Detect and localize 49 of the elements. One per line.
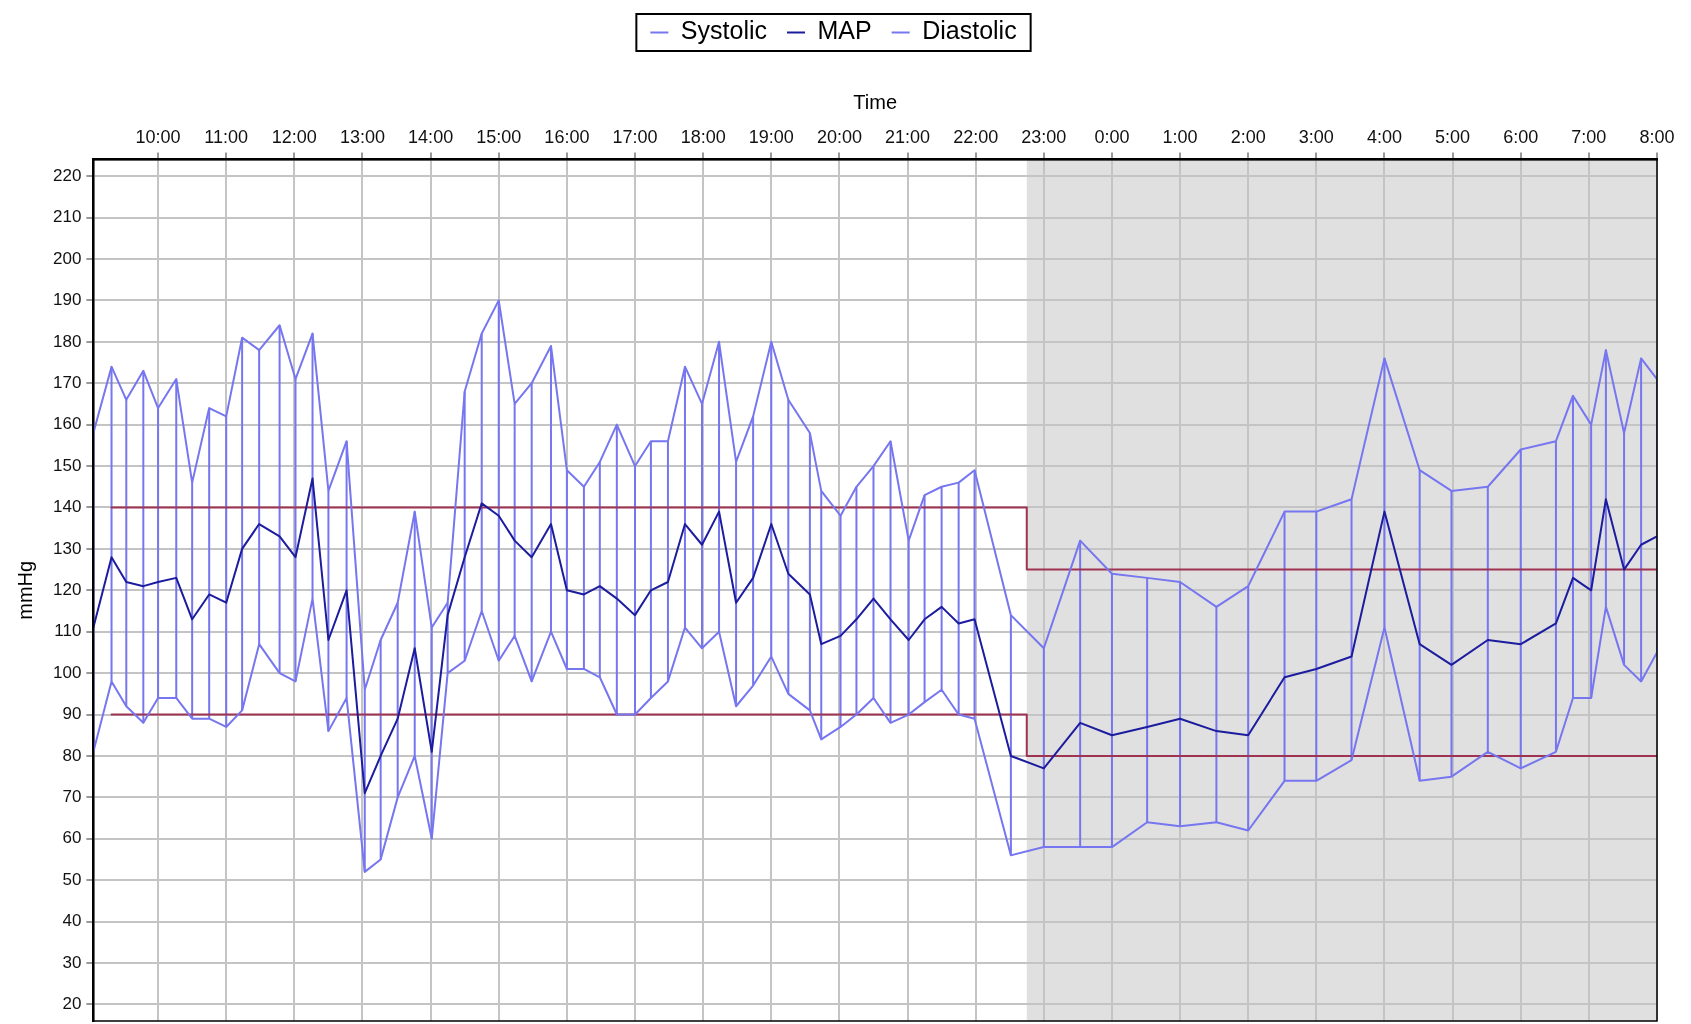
x-tick-label: 17:00 — [612, 126, 658, 147]
y-tick-label: 110 — [54, 621, 82, 641]
legend-label: MAP — [817, 16, 872, 45]
x-tick-label: 12:00 — [271, 126, 317, 147]
x-tick-label: 19:00 — [748, 126, 794, 147]
y-tick-label: 120 — [52, 579, 82, 599]
x-tick-label: 2:00 — [1230, 126, 1266, 147]
x-tick-label: 7:00 — [1571, 126, 1607, 147]
y-tick-label: 70 — [62, 787, 82, 807]
y-tick-label: 180 — [52, 331, 82, 351]
y-tick-label: 40 — [62, 911, 82, 931]
x-tick-label: 14:00 — [408, 126, 454, 147]
y-tick-label: 130 — [52, 538, 82, 558]
legend-label: Systolic — [680, 16, 767, 45]
y-tick-label: 50 — [62, 869, 82, 889]
y-tick-label: 160 — [52, 414, 82, 434]
x-tick-label: 23:00 — [1021, 126, 1067, 147]
x-tick-label: 1:00 — [1162, 126, 1198, 147]
y-axis-title: mmHg — [13, 560, 36, 620]
x-tick-label: 18:00 — [680, 126, 726, 147]
x-tick-label: 5:00 — [1435, 126, 1471, 147]
x-tick-label: 13:00 — [339, 126, 386, 147]
x-axis-title: Time — [853, 90, 898, 113]
x-tick-label: 22:00 — [953, 126, 999, 147]
y-tick-label: 140 — [52, 497, 82, 517]
x-tick-label: 8:00 — [1639, 126, 1675, 147]
x-tick-label: 0:00 — [1094, 126, 1130, 147]
y-tick-label: 220 — [52, 165, 82, 185]
y-tick-label: 80 — [62, 745, 82, 765]
legend-label: Diastolic — [922, 16, 1017, 45]
x-tick-label: 20:00 — [816, 126, 862, 147]
y-tick-label: 20 — [62, 994, 82, 1014]
x-tick-label: 6:00 — [1503, 126, 1539, 147]
y-tick-label: 150 — [52, 455, 82, 475]
y-tick-label: 200 — [52, 248, 82, 268]
x-tick-label: 10:00 — [135, 126, 181, 147]
x-tick-label: 11:00 — [204, 126, 249, 147]
y-tick-label: 30 — [62, 952, 82, 972]
y-tick-label: 100 — [52, 662, 82, 682]
x-tick-label: 4:00 — [1366, 126, 1402, 147]
y-tick-label: 90 — [62, 704, 82, 724]
x-tick-label: 3:00 — [1298, 126, 1334, 147]
x-tick-label: 16:00 — [544, 126, 590, 147]
y-tick-label: 170 — [52, 372, 82, 392]
x-tick-label: 21:00 — [885, 126, 931, 147]
y-tick-label: 210 — [52, 207, 82, 227]
x-tick-label: 15:00 — [476, 126, 522, 147]
y-tick-label: 190 — [52, 290, 82, 310]
y-tick-label: 60 — [62, 828, 82, 848]
